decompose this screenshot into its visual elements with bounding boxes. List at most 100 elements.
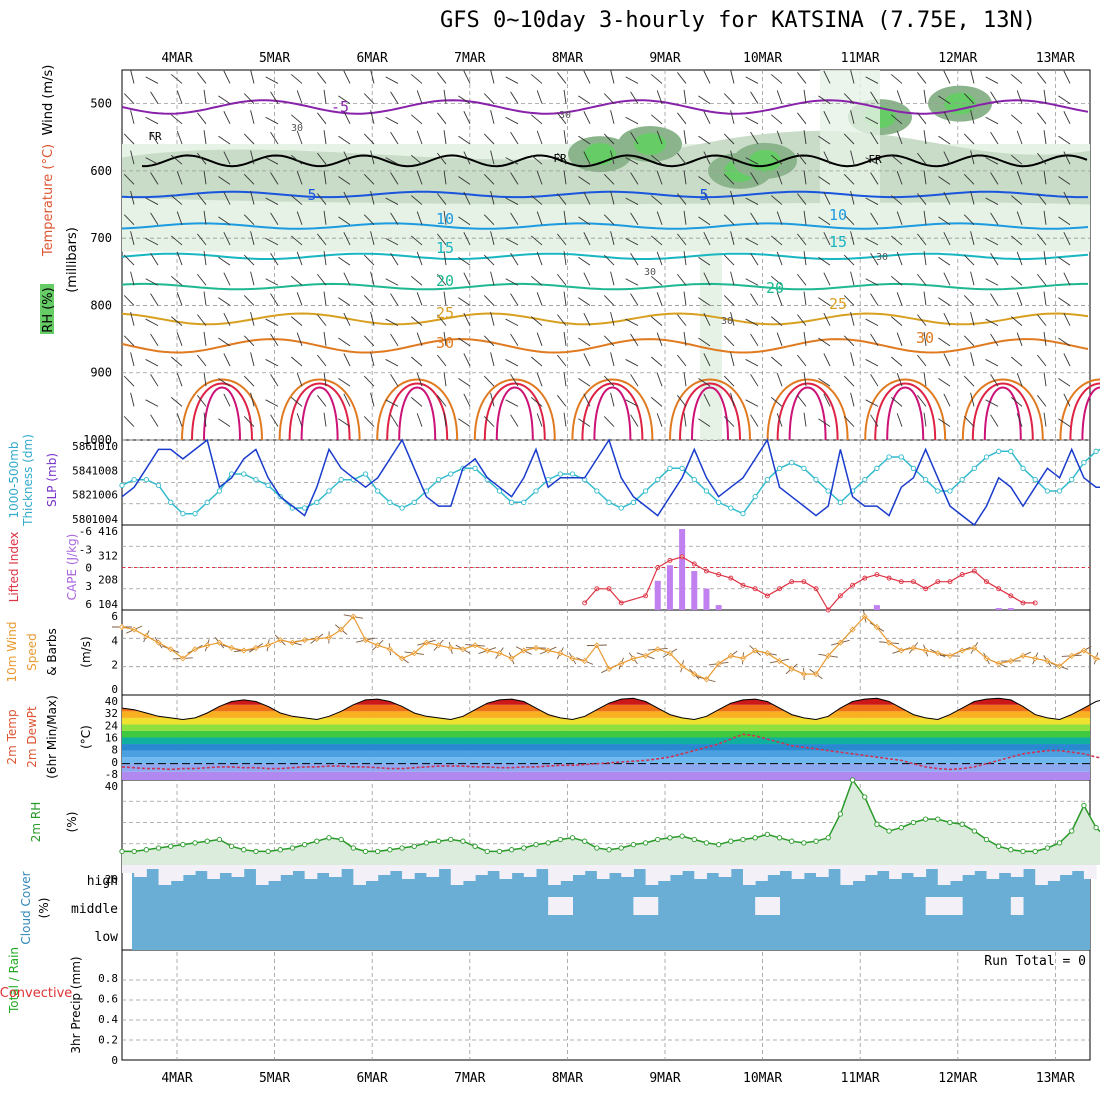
upper-wind-barb [323, 331, 327, 346]
date-label-bottom: 5MAR [259, 1071, 290, 1086]
upper-wind-barb [1063, 312, 1071, 326]
upper-wind-barb [416, 130, 423, 145]
upper-wind-barb [170, 275, 183, 286]
rh-contour-label: 30 [721, 316, 733, 327]
upper-wind-barb [296, 211, 303, 225]
upper-ylabel-temp: Temperature (°C) [41, 144, 56, 257]
rh2m-line-point [460, 838, 466, 844]
upper-wind-barb [870, 414, 879, 427]
upper-wind-barb [990, 374, 999, 387]
upper-wind-barb [483, 133, 495, 145]
isotherm-label: 30 [436, 334, 454, 352]
cloud-gap-high [243, 865, 257, 869]
upper-wind-barb [870, 333, 879, 347]
cloud-gap-middle [1010, 897, 1024, 915]
wind-ylabel-1: 10m Wind [5, 622, 19, 683]
cloud-gap-high [803, 865, 817, 873]
rh2m-line-point [789, 838, 795, 844]
date-label-bottom: 9MAR [649, 1071, 680, 1086]
upper-wind-barb [176, 90, 183, 104]
rh2m-area [122, 780, 1100, 865]
slp-ylabel-thickness2: Thickness (dm) [21, 434, 35, 527]
upper-wind-barb [317, 72, 327, 84]
cloud-gap-high [462, 865, 476, 881]
upper-wind-barb [123, 254, 135, 266]
date-label-top: 11MAR [841, 51, 880, 66]
cloud-gap-high [949, 865, 963, 881]
upper-wind-barb [323, 130, 327, 145]
upper-wind-barb [490, 311, 495, 326]
upper-wind-barb [730, 231, 735, 246]
cloud-gap-high [146, 865, 160, 869]
rh2m-line-point [472, 843, 478, 849]
upper-wind-barb [203, 89, 207, 104]
upper-wind-barb [603, 375, 615, 387]
upper-wind-barb [823, 151, 831, 165]
thickness-line-point [1093, 448, 1099, 454]
temp-ylabel-2: 2m DewPt [25, 706, 39, 768]
upper-wind-barb [703, 70, 711, 84]
cape-bar [666, 565, 673, 610]
upper-wind-barb [656, 372, 663, 387]
upper-wind-barb [610, 110, 615, 124]
date-label-bottom: 4MAR [161, 1071, 192, 1086]
upper-wind-barb [150, 293, 159, 306]
cloud-level-label: high [87, 874, 118, 889]
upper-wind-barb [343, 272, 351, 286]
upper-wind-barb [317, 395, 327, 407]
cloud-gap-high [1059, 865, 1073, 875]
upper-wind-barb [923, 170, 927, 185]
upper-wind-barb [677, 152, 687, 165]
upper-wind-barb [1010, 275, 1023, 286]
isotherm-label: 10 [436, 210, 454, 228]
rh2m-line-point [277, 847, 283, 853]
thickness-line-point [216, 488, 223, 494]
upper-wind-barb [290, 74, 303, 84]
upper-wind-barb [698, 418, 711, 427]
rh-contour-label: 30 [291, 123, 303, 134]
upper-wind-barb [1058, 337, 1071, 347]
upper-wind-barb [1043, 89, 1047, 104]
upper-wind-barb [625, 76, 639, 84]
upper-wind-barb [803, 130, 807, 145]
cloud-gap-high [828, 865, 841, 869]
upper-wind-barb [870, 252, 879, 266]
thickness-line-point [776, 465, 783, 471]
rh2m-line-point [655, 836, 661, 843]
panel-frame-precip [121, 949, 1091, 1061]
rh2m-line-point [874, 821, 880, 827]
rh2m-line-point [813, 838, 819, 844]
upper-wind-barb [370, 231, 375, 246]
cloud-gap-high [499, 865, 513, 879]
cloud-gap-high [962, 865, 975, 875]
upper-wind-barb [170, 114, 183, 125]
upper-wind-barb [370, 311, 375, 326]
upper-wind-barb [603, 416, 615, 427]
upper-wind-barb [656, 332, 663, 346]
upper-wind-barb [730, 271, 735, 286]
upper-wind-barb [985, 157, 999, 165]
upper-wind-barb [970, 190, 975, 205]
upper-wind-barb [463, 272, 471, 286]
upper-wind-barb [797, 193, 807, 205]
y-tick-label: 208 [98, 574, 118, 587]
upper-wind-barb [370, 69, 375, 84]
cloud-gap-high [1071, 865, 1085, 871]
upper-wind-barb [1058, 135, 1071, 145]
cloud-gap-high [816, 865, 829, 877]
upper-wind-barb [490, 69, 495, 84]
thickness-line-point [1032, 477, 1038, 483]
upper-wind-barb [683, 412, 687, 427]
upper-wind-barb [483, 254, 495, 266]
upper-wind-barb [698, 176, 711, 185]
cloud-gap-high [280, 865, 293, 875]
cloud-level-label: middle [71, 902, 118, 917]
cloud-gap-high [414, 865, 427, 873]
upper-wind-barb [990, 91, 999, 104]
date-label-bottom: 7MAR [454, 1071, 485, 1086]
upper-wind-barb [505, 399, 519, 407]
rh2m-line-point [606, 847, 612, 853]
upper-wind-barb [703, 111, 711, 125]
cape-bar [691, 571, 698, 610]
